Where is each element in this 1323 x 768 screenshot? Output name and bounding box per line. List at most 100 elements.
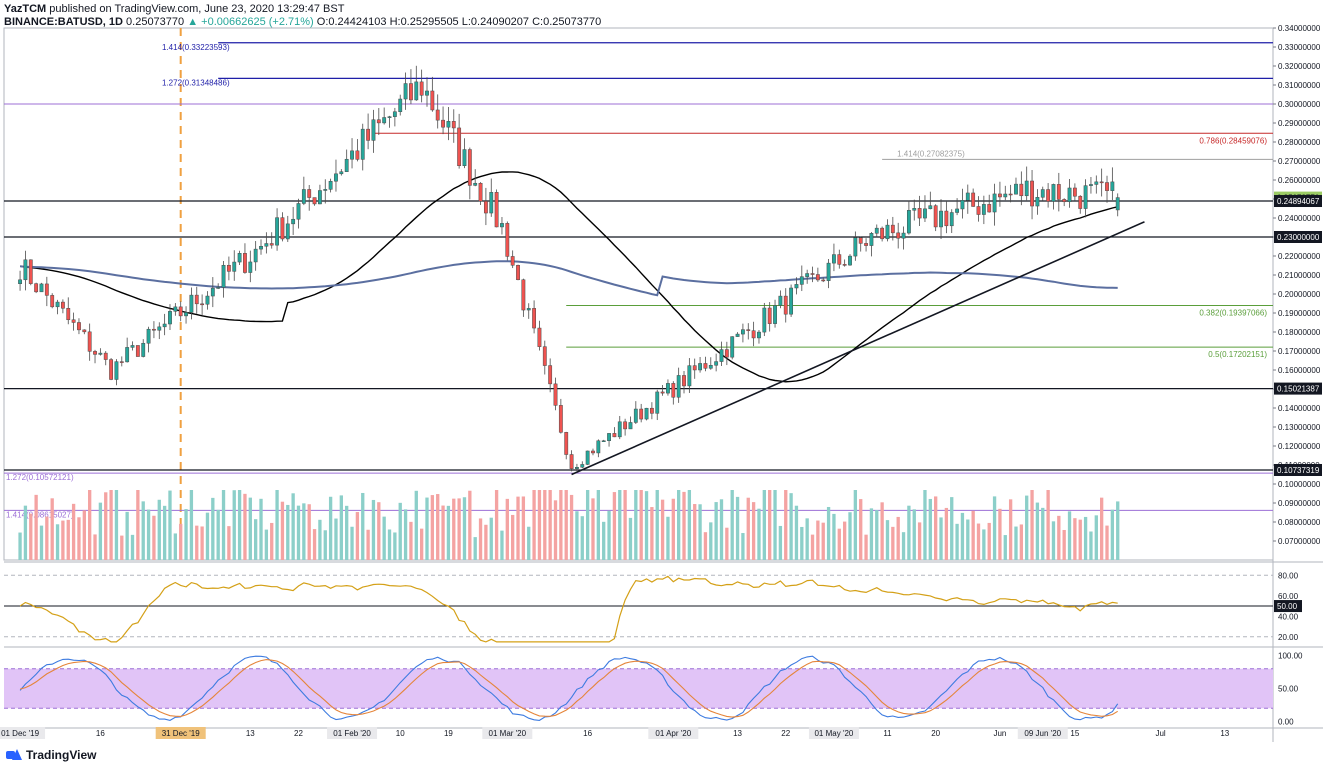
candle-body [93,351,97,355]
volume-bar [34,494,38,560]
volume-bar [216,509,220,560]
publish-info: YazTCM published on TradingView.com, Jun… [4,3,344,16]
candle-body [457,127,462,166]
volume-bar [1025,495,1029,560]
time-tick-label: 16 [96,729,105,738]
candle-body [98,352,103,355]
price-tick-label: 0.12000000 [1278,442,1321,451]
ohlc-close: C:0.25073770 [532,16,602,28]
rsi-tick-label: 20.00 [1278,633,1299,642]
level-price-tag: 0.23000000 [1277,233,1320,242]
candle-body [992,193,997,213]
volume-bar [371,499,376,560]
candle-body [1089,184,1093,186]
price-tick-label: 0.33000000 [1278,43,1321,52]
volume-bar [157,499,161,560]
candle-body [360,128,365,160]
candle-body [135,345,140,357]
volume-bar [602,521,606,560]
volume-bar [735,496,740,560]
volume-bar [253,519,258,560]
volume-bar [45,516,49,560]
candle-body [767,307,772,324]
volume-bar [639,490,643,560]
volume-bar [955,523,959,560]
volume-bar [655,490,659,560]
candle-body [451,121,456,129]
volume-bar [323,530,327,560]
volume-bar [896,516,900,560]
volume-bar [473,537,477,560]
volume-bar [1110,509,1115,560]
volume-bar [939,517,943,560]
candle-body [350,150,354,160]
time-axis: 01 Dec '19 16 31 Dec '19 13 22 01 Feb '20 10 19… [0,727,1230,739]
volume-bar [1035,502,1040,560]
candle-body [119,361,124,363]
volume-bar [409,521,413,560]
candle-body [478,182,483,202]
candle-body [414,81,419,101]
volume-bar [992,496,997,560]
candle-body [264,243,269,247]
price-tick-label: 0.16000000 [1278,366,1321,375]
volume-bar [189,490,194,560]
candle-body [666,383,670,394]
volume-bar [120,535,124,560]
volume-bar [398,502,402,560]
time-tick-label: 13 [246,729,255,738]
volume-bar [725,527,729,560]
candle-body [714,361,719,366]
candle-body [832,254,836,264]
author-name[interactable]: YazTCM [4,3,47,15]
candle-body [917,208,922,219]
volume-bar [318,519,322,560]
volume-bar [885,520,890,560]
candle-body [87,331,92,352]
ema-short-line [19,171,1118,383]
volume-bar [1083,516,1088,560]
candle-body [864,243,868,246]
candle-body [580,464,585,468]
candle-body [430,90,435,111]
tradingview-logo[interactable]: TradingView [6,748,96,762]
candle-body [735,333,740,337]
candle-body [869,233,874,246]
volume-bar [875,510,879,560]
time-tick-label: Jul [1155,729,1165,738]
candle-body [1051,184,1056,202]
candle-body [719,349,724,362]
candle-body [944,210,949,227]
candle-body [553,383,558,406]
volume-bar [660,499,665,560]
time-tick-label: 11 [883,729,892,738]
volume-bar [719,499,724,560]
candle-body [178,306,183,317]
volume-bar [179,523,183,560]
candle-body [39,283,44,293]
candle-body [880,227,885,240]
time-tick-label: 22 [294,729,303,738]
published-text: published on TradingView.com, June 23, 2… [49,3,345,15]
candle-body [280,217,285,240]
candle-body [703,363,708,369]
volume-bar [1041,507,1045,560]
volume-bar [146,509,151,560]
rsi-level-tag: 50.00 [1277,602,1298,611]
volume-bar [676,490,681,560]
candle-body [301,189,306,204]
candle-body [1014,183,1018,195]
volume-bar [832,513,836,560]
time-tick-label: 13 [733,729,742,738]
volume-bar [623,490,627,560]
candle-body [210,287,215,297]
level-label: 1.414(0.27082375) [897,149,965,158]
symbol-label[interactable]: BINANCE:BATUSD, 1D [4,16,123,28]
candle-body [50,295,55,308]
candle-body [1024,180,1029,197]
volume-bar [452,498,456,560]
candle-body [130,345,135,348]
candle-body [505,223,510,257]
candle-body [462,149,467,166]
